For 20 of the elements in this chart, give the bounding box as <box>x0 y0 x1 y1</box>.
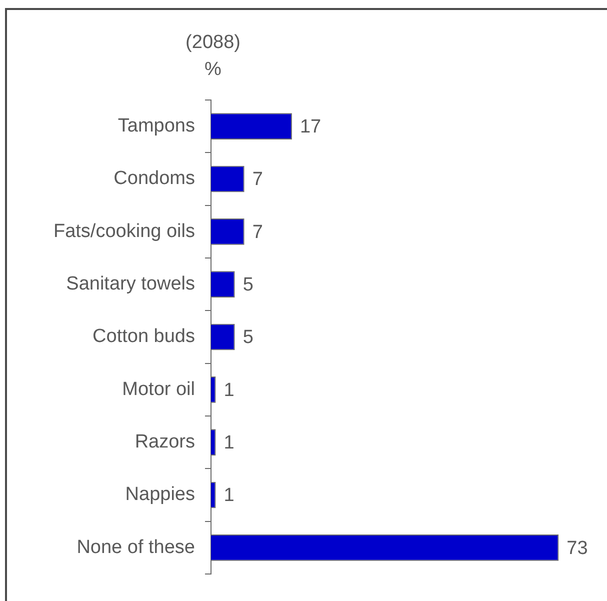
chart-title: (2088) <box>186 32 240 54</box>
y-tick-label: Condoms <box>114 168 195 190</box>
data-label: 17 <box>300 116 322 138</box>
data-label: 73 <box>566 538 588 559</box>
data-label: 1 <box>224 485 234 506</box>
data-label: 1 <box>224 432 234 454</box>
y-tick-label: Razors <box>134 432 195 453</box>
data-label: 1 <box>224 380 234 401</box>
y-tick-label: None of these <box>76 536 195 558</box>
y-tick-label: Nappies <box>125 484 195 506</box>
y-tick-label: Sanitary towels <box>66 274 195 295</box>
y-tick-label: Motor oil <box>122 378 195 400</box>
y-tick-label: Cotton buds <box>92 326 195 348</box>
x-axis-title: % <box>204 59 222 80</box>
y-tick-label: Tampons <box>118 116 195 137</box>
data-label: 5 <box>242 327 254 348</box>
y-tick-label: Fats/cooking oils <box>53 220 195 242</box>
data-label: 5 <box>242 274 254 296</box>
data-label: 7 <box>252 169 263 190</box>
data-label: 7 <box>252 222 263 243</box>
